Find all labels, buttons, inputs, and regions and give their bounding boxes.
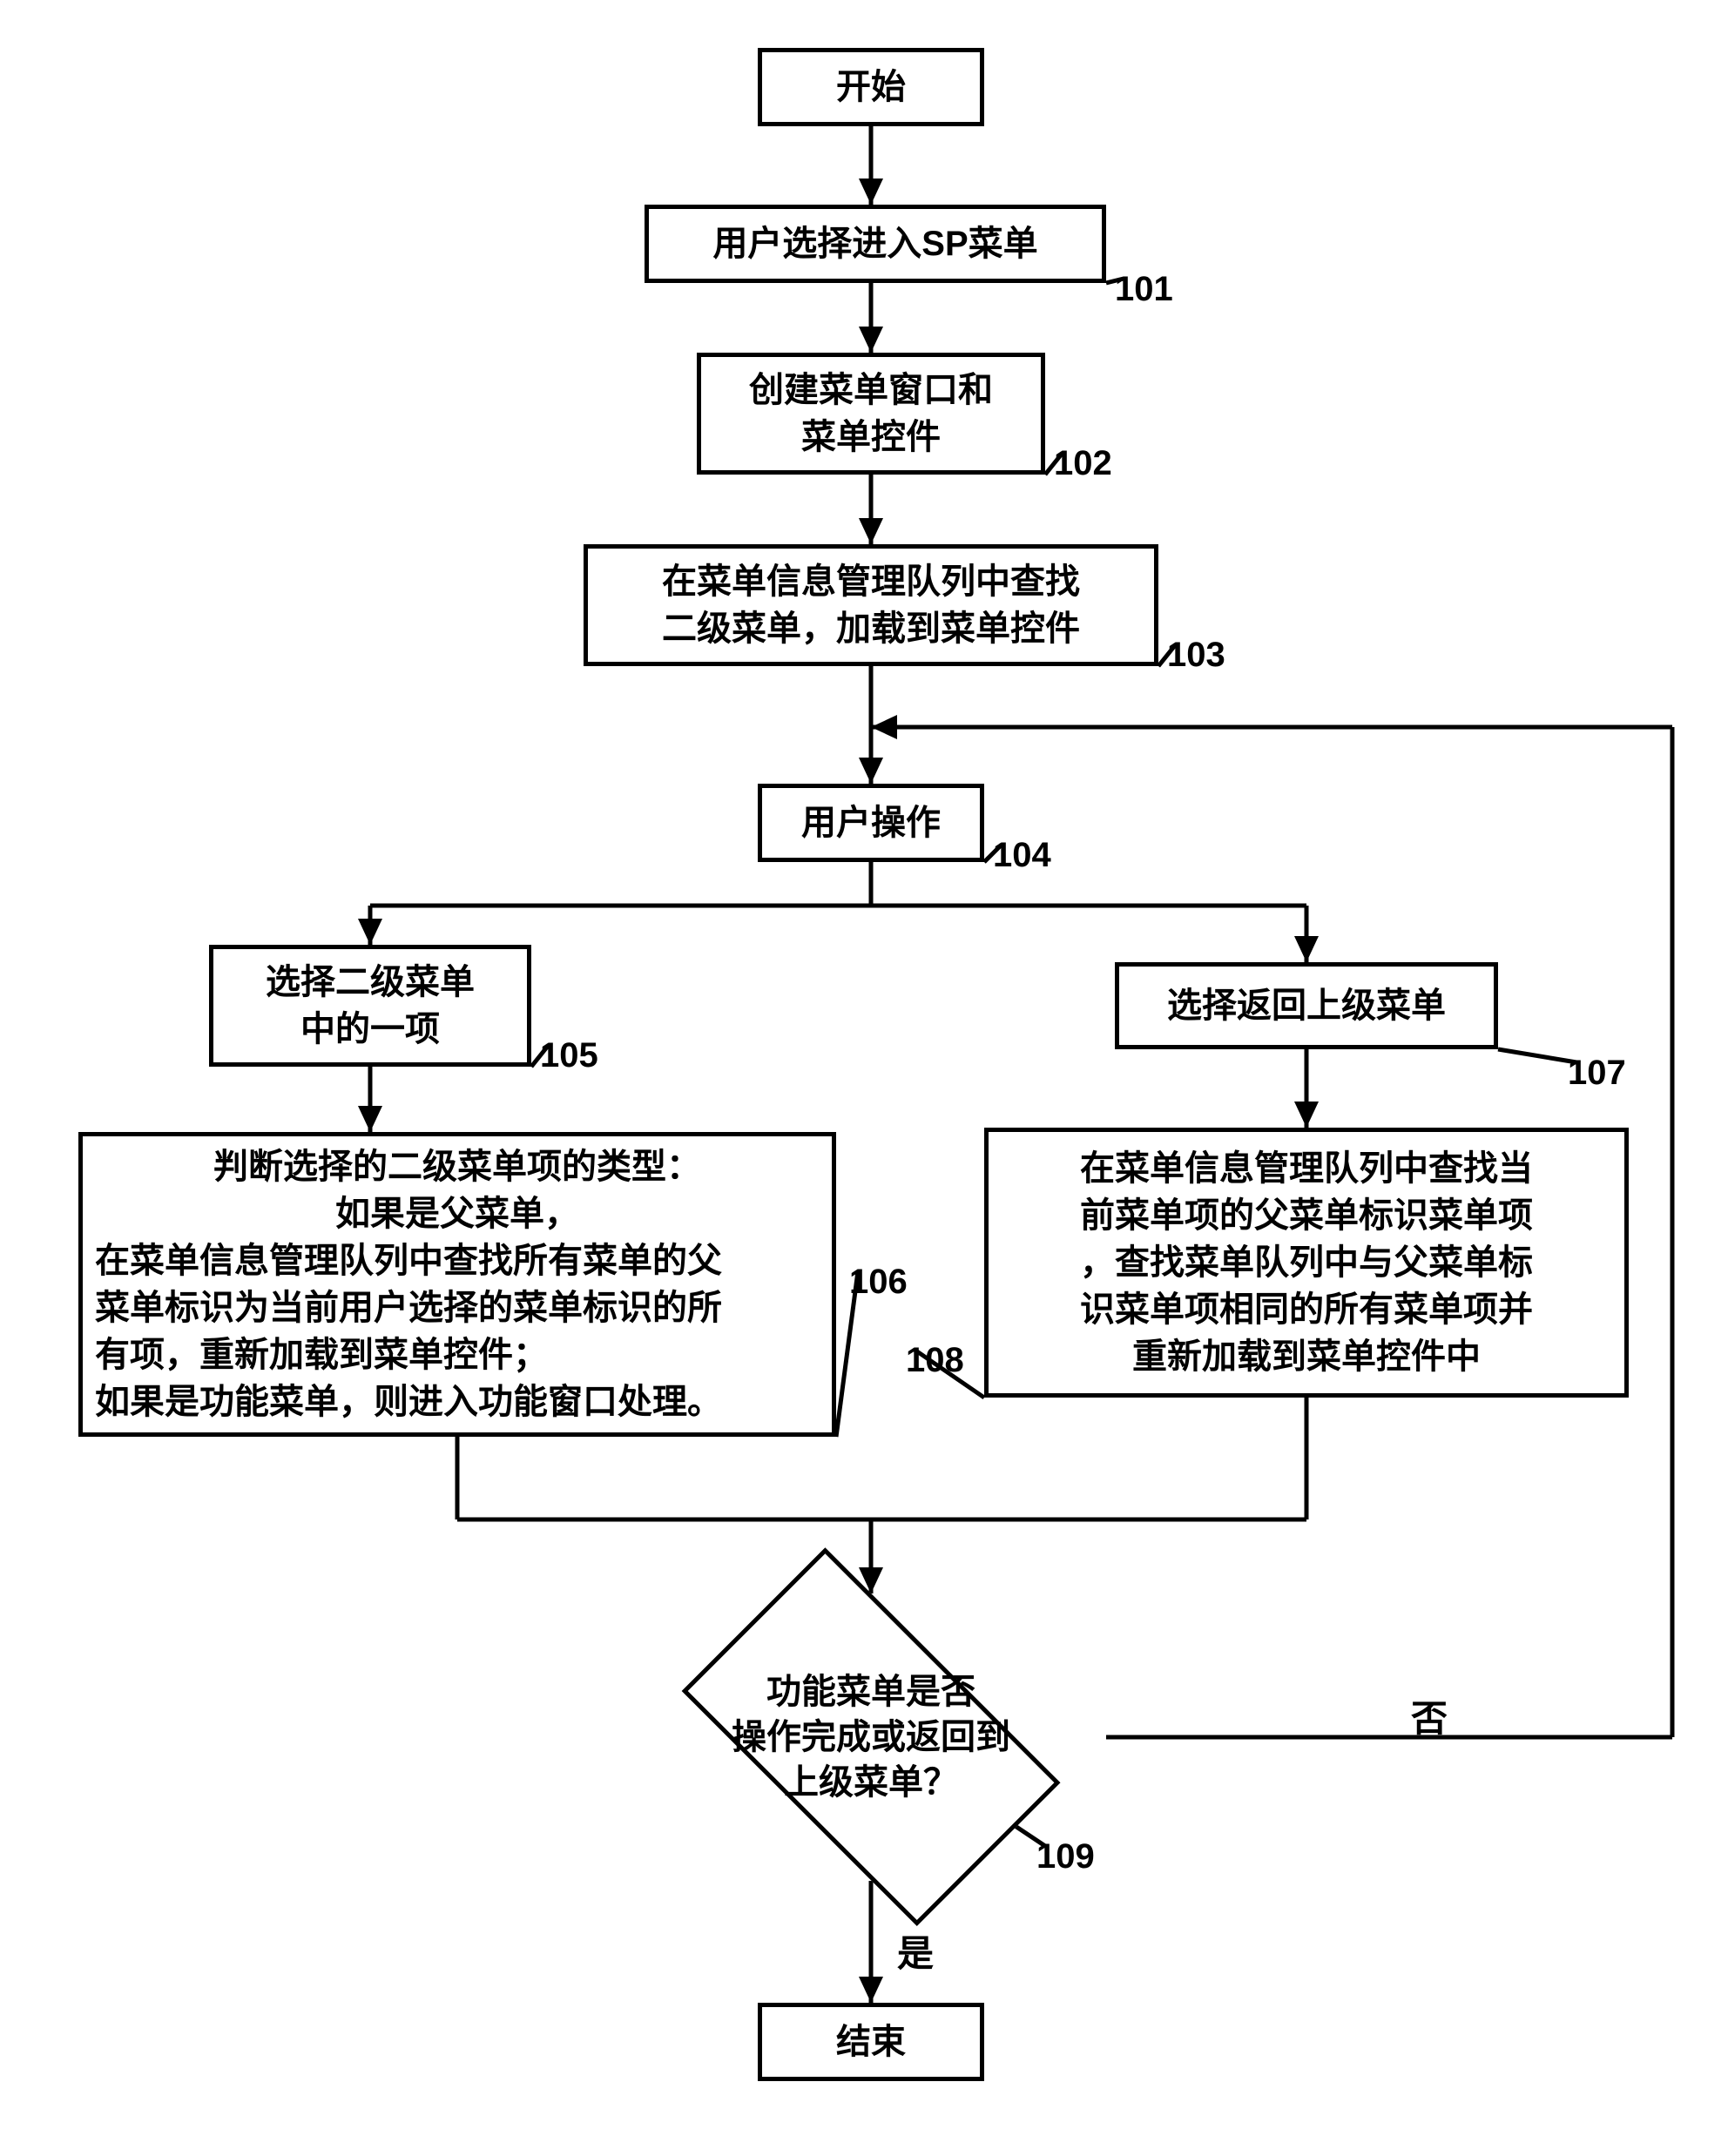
node-text: 在菜单信息管理队列中查找当 前菜单项的父菜单标识菜单项 ，查找菜单队列中与父菜单… [1080,1145,1533,1380]
node-line: 如果是父菜单， [95,1190,820,1237]
flowchart-canvas: 开始用户选择进入SP菜单 101 创建菜单窗口和 菜单控件 102 在菜单信息管理队列中… [0,0,1728,2156]
node-text: 用户选择进入SP菜单 [712,220,1037,267]
node-line: 有项，重新加载到菜单控件； [95,1331,820,1378]
node-text: 功能菜单是否 操作完成或返回到 上级菜单？ [732,1669,1010,1805]
node-n107: 选择返回上级菜单 [1115,962,1498,1049]
step-number-107: 107 [1568,1054,1626,1093]
node-line: 在菜单信息管理队列中查找所有菜单的父 [95,1237,820,1284]
node-line: 如果是功能菜单，则进入功能窗口处理。 [95,1378,820,1425]
step-number-108: 108 [906,1341,964,1380]
node-n104: 用户操作 [758,784,984,862]
node-start: 开始 [758,48,984,126]
node-n101: 用户选择进入SP菜单 [645,205,1106,283]
step-number-102: 102 [1054,444,1112,483]
node-n105: 选择二级菜单 中的一项 [209,945,531,1067]
step-number-104: 104 [993,836,1051,875]
node-text: 开始 [836,64,906,111]
step-number-105: 105 [540,1036,598,1075]
node-end: 结束 [758,2003,984,2081]
node-line: 判断选择的二级菜单项的类型： [95,1143,820,1190]
edge-label: 否 [1411,1689,1448,1742]
node-d109: 功能菜单是否 操作完成或返回到 上级菜单？ [636,1593,1106,1881]
node-text: 用户操作 [801,799,941,846]
step-number-109: 109 [1036,1837,1095,1876]
step-number-101: 101 [1115,270,1173,309]
node-text: 创建菜单窗口和 菜单控件 [749,367,993,461]
edge-label: 是 [897,1924,934,1977]
node-n106: 判断选择的二级菜单项的类型：如果是父菜单，在菜单信息管理队列中查找所有菜单的父菜… [78,1132,836,1437]
node-line: 菜单标识为当前用户选择的菜单标识的所 [95,1284,820,1331]
node-text: 选择返回上级菜单 [1167,982,1446,1029]
node-text: 结束 [836,2018,906,2065]
node-n108: 在菜单信息管理队列中查找当 前菜单项的父菜单标识菜单项 ，查找菜单队列中与父菜单… [984,1128,1629,1398]
step-number-106: 106 [849,1263,908,1302]
node-text: 选择二级菜单 中的一项 [266,959,475,1053]
node-n102: 创建菜单窗口和 菜单控件 [697,353,1045,475]
node-text: 在菜单信息管理队列中查找 二级菜单，加载到菜单控件 [662,558,1080,652]
step-number-103: 103 [1167,636,1225,675]
node-n103: 在菜单信息管理队列中查找 二级菜单，加载到菜单控件 [584,544,1158,666]
